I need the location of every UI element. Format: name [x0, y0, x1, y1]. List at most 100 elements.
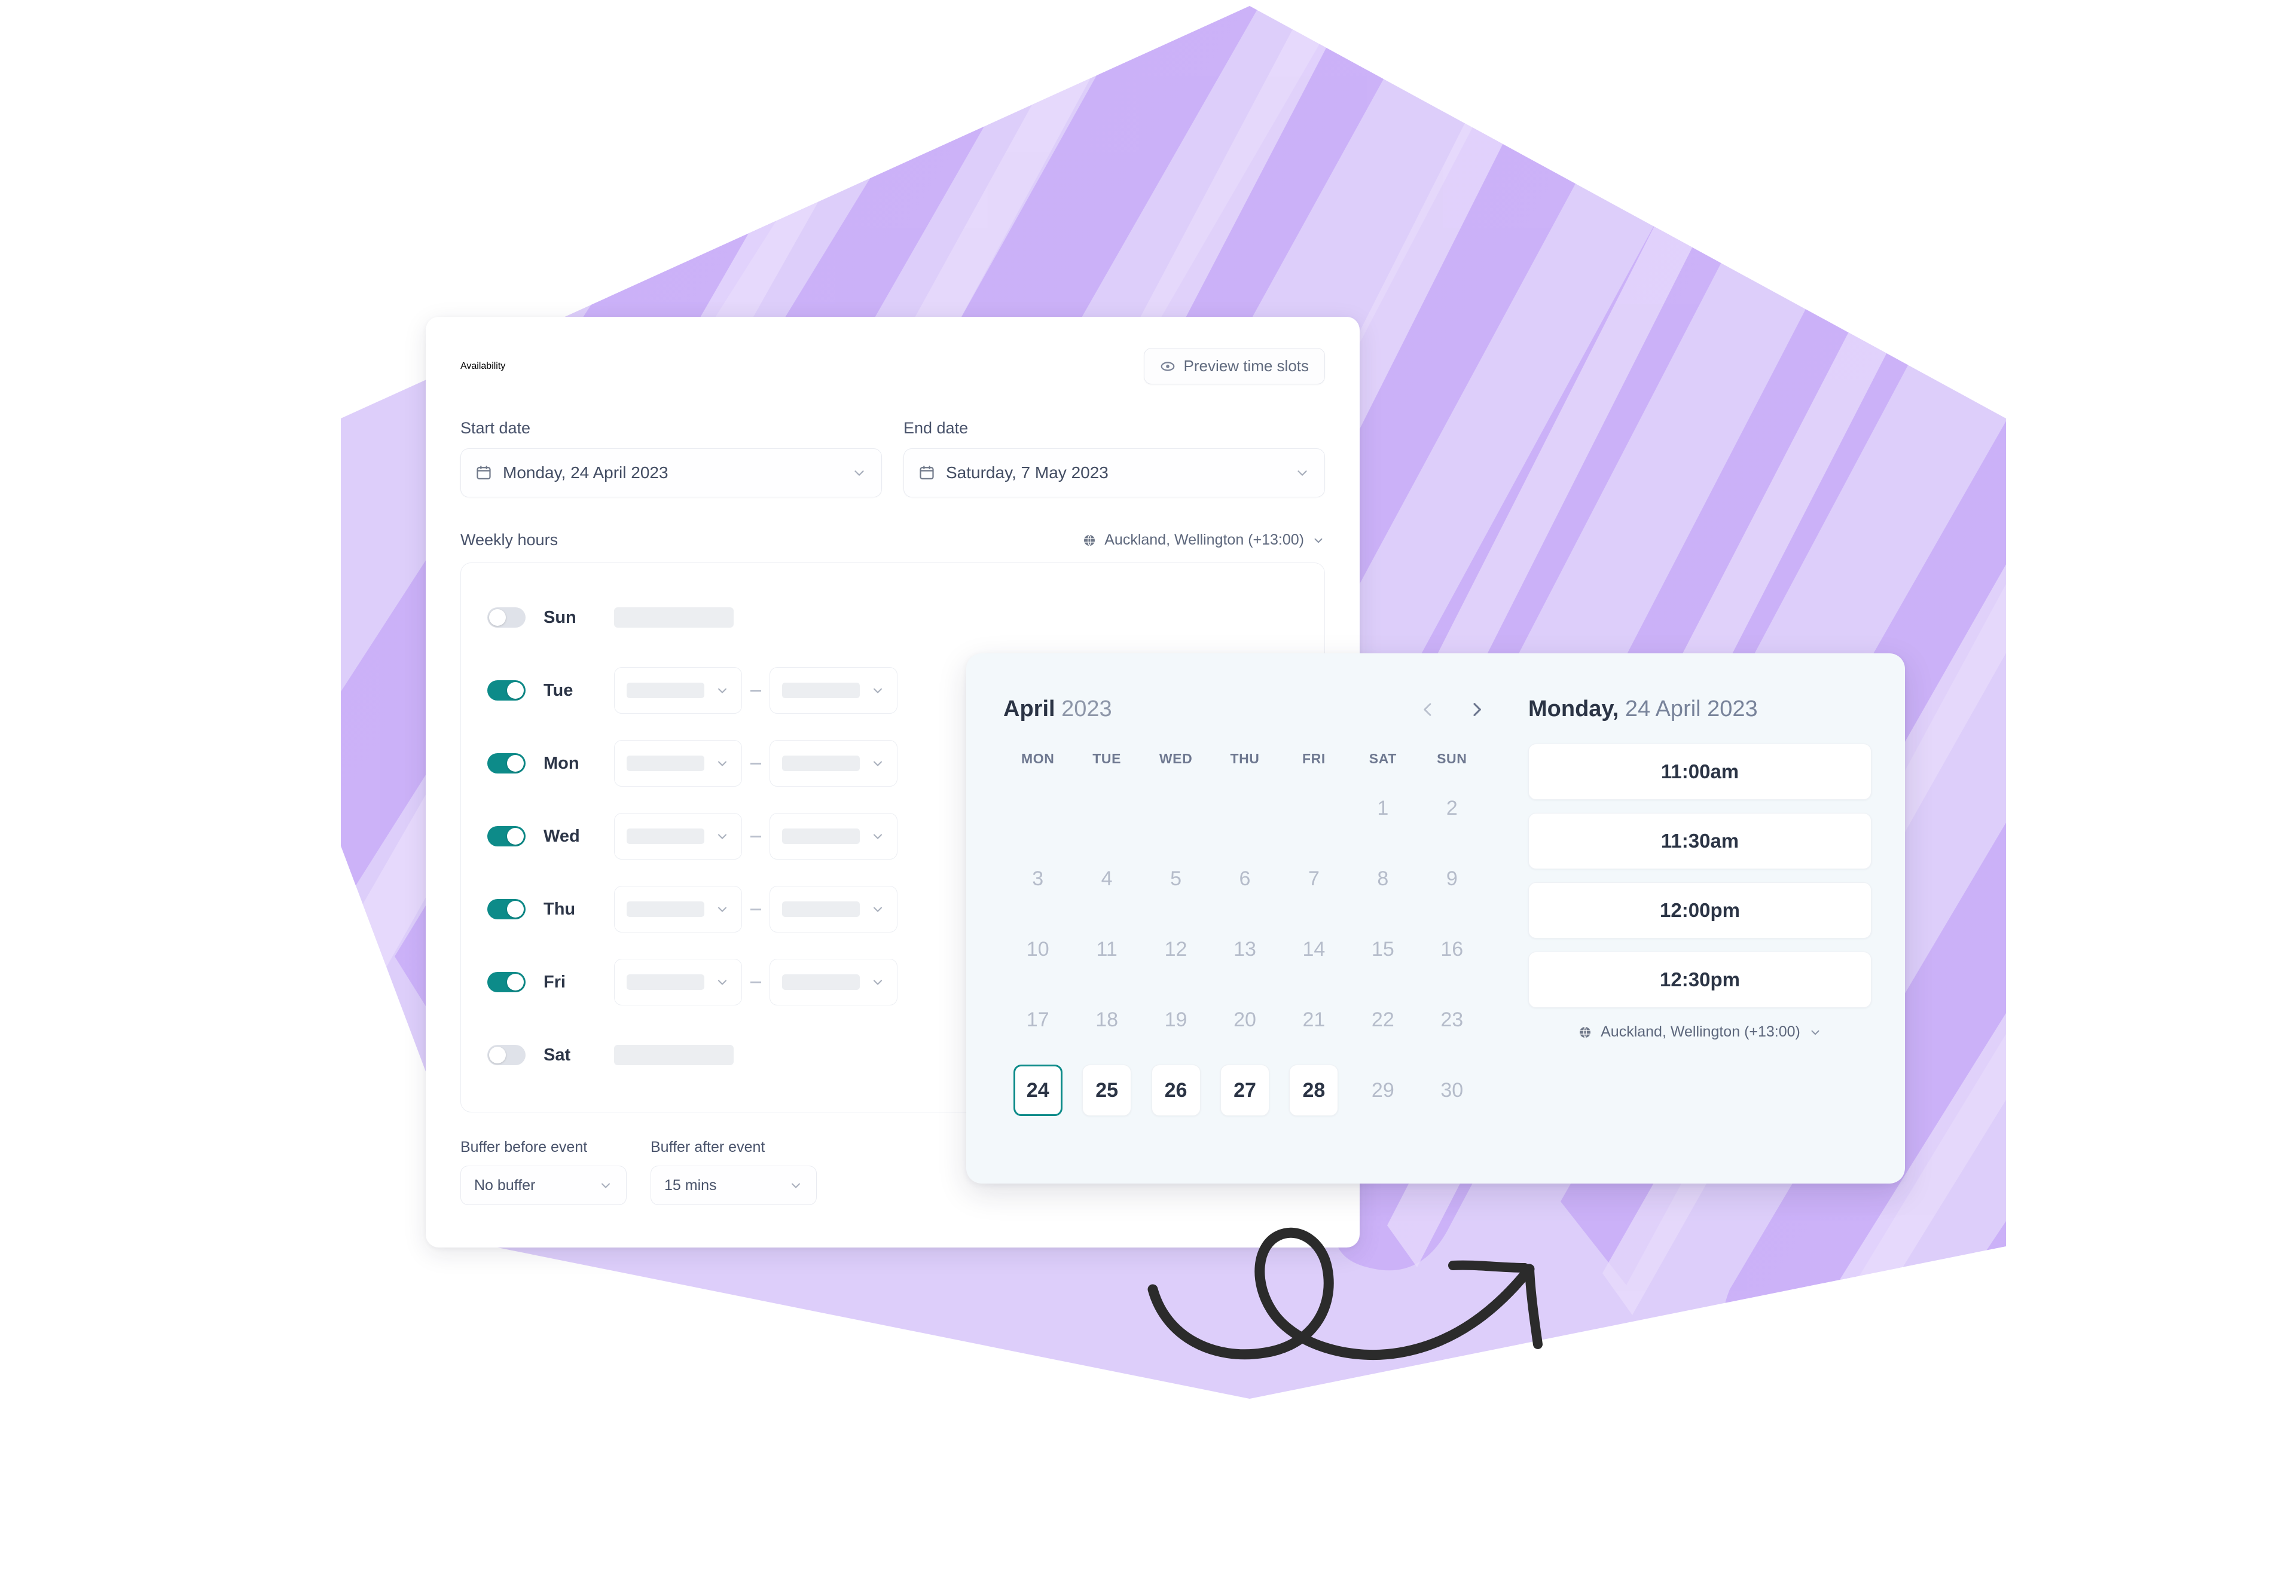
chevron-down-icon	[789, 1178, 803, 1193]
timezone-label: Auckland, Wellington (+13:00)	[1104, 531, 1304, 548]
calendar-weekday: MON	[1021, 751, 1055, 766]
calendar-nav	[1418, 700, 1486, 719]
day-toggle-tue[interactable]	[487, 680, 526, 701]
chevron-down-icon	[871, 756, 885, 771]
end-time-placeholder	[782, 828, 860, 844]
day-row: Tue	[487, 654, 1298, 727]
end-time-select[interactable]	[770, 813, 897, 860]
calendar-day-27[interactable]: 27	[1210, 1055, 1279, 1126]
calendar-day-20: 20	[1234, 1008, 1256, 1031]
buffer-after-label: Buffer after event	[651, 1139, 765, 1155]
chevron-right-icon[interactable]	[1467, 700, 1486, 719]
calendar-day-26[interactable]: 26	[1141, 1055, 1210, 1126]
popup-timezone-selector[interactable]: Auckland, Wellington (+13:00)	[1528, 1023, 1871, 1041]
start-time-select[interactable]	[614, 740, 742, 787]
calendar-weekday: THU	[1230, 751, 1260, 766]
end-time-select[interactable]	[770, 667, 897, 714]
buffer-before-select[interactable]: No buffer	[460, 1166, 627, 1205]
time-slot-button[interactable]: 11:30am	[1528, 813, 1871, 869]
calendar-day-28[interactable]: 28	[1280, 1055, 1348, 1126]
globe-icon	[1578, 1025, 1592, 1039]
preview-time-slots-button[interactable]: Preview time slots	[1143, 348, 1325, 384]
calendar-day-25[interactable]: 25	[1072, 1055, 1141, 1126]
end-time-placeholder	[782, 683, 860, 698]
calendar-day-9: 9	[1446, 867, 1458, 890]
calendar-month-year: April 2023	[1003, 696, 1112, 721]
chevron-down-icon	[715, 756, 729, 771]
day-toggle-sat[interactable]	[487, 1045, 526, 1065]
time-slot-list: 11:00am 11:30am 12:00pm 12:30pm	[1528, 744, 1871, 1008]
day-toggle-thu[interactable]	[487, 899, 526, 919]
start-time-select[interactable]	[614, 959, 742, 1005]
chevron-down-icon	[871, 902, 885, 916]
unavailable-placeholder	[614, 607, 734, 628]
day-label: Sat	[544, 1045, 571, 1065]
calendar-day-18: 18	[1095, 1008, 1119, 1031]
calendar-day-24[interactable]: 24	[1003, 1055, 1072, 1126]
start-date-select[interactable]: Monday, 24 April 2023	[460, 448, 882, 497]
calendar-day-19: 19	[1164, 1008, 1187, 1031]
calendar-day-blank	[1003, 773, 1072, 843]
calendar-day-blank	[1280, 773, 1348, 843]
calendar-weekday: WED	[1159, 751, 1193, 766]
time-slot-button[interactable]: 11:00am	[1528, 744, 1871, 800]
calendar-day-blank	[1141, 773, 1210, 843]
start-time-select[interactable]	[614, 667, 742, 714]
date-range-fields: Start date Monday, 24 April 2023	[460, 419, 1325, 497]
buffer-before-label: Buffer before event	[460, 1139, 588, 1155]
buffer-before-field: Buffer before event No buffer	[460, 1139, 627, 1205]
start-time-placeholder	[627, 756, 704, 771]
day-toggle-wed[interactable]	[487, 826, 526, 846]
end-time-placeholder	[782, 974, 860, 990]
start-date-field: Start date Monday, 24 April 2023	[460, 419, 882, 497]
start-time-select[interactable]	[614, 886, 742, 932]
day-row: Mon	[487, 727, 1298, 800]
calendar-day-blank	[1210, 773, 1279, 843]
calendar-header: April 2023	[1003, 696, 1486, 722]
day-label: Thu	[544, 899, 576, 919]
calendar-weekday: TUE	[1092, 751, 1122, 766]
end-date-select[interactable]: Saturday, 7 May 2023	[903, 448, 1325, 497]
day-toggle-sun[interactable]	[487, 607, 526, 628]
preview-button-label: Preview time slots	[1183, 357, 1309, 375]
start-time-placeholder	[627, 828, 704, 844]
day-toggle-fri[interactable]	[487, 972, 526, 992]
end-date-label: End date	[903, 419, 969, 437]
time-slot-button[interactable]: 12:30pm	[1528, 952, 1871, 1008]
calendar-day-10: 10	[1026, 937, 1049, 961]
start-time-placeholder	[627, 901, 704, 917]
selected-date-heading: Monday, 24 April 2023	[1528, 696, 1758, 721]
calendar-icon	[918, 464, 935, 481]
day-label: Wed	[544, 826, 580, 846]
chevron-down-icon	[1294, 465, 1310, 481]
calendar-day-1: 1	[1377, 796, 1389, 820]
end-time-placeholder	[782, 901, 860, 917]
calendar-weekday-row: MON TUE WED THU FRI SAT SUN	[1003, 751, 1486, 767]
time-slot-button[interactable]: 12:00pm	[1528, 882, 1871, 938]
buffer-after-select[interactable]: 15 mins	[651, 1166, 817, 1205]
end-time-select[interactable]	[770, 886, 897, 932]
buffer-before-value: No buffer	[474, 1176, 536, 1194]
end-time-select[interactable]	[770, 959, 897, 1005]
end-time-select[interactable]	[770, 740, 897, 787]
calendar-day-17: 17	[1026, 1008, 1049, 1031]
calendar-day-23: 23	[1440, 1008, 1464, 1031]
time-range-dash	[750, 762, 761, 765]
timezone-selector[interactable]: Auckland, Wellington (+13:00)	[1082, 531, 1325, 549]
calendar-day-6: 6	[1239, 867, 1251, 890]
end-date-value: Saturday, 7 May 2023	[946, 463, 1109, 482]
buffer-after-value: 15 mins	[664, 1176, 717, 1194]
calendar-day-4: 4	[1101, 867, 1113, 890]
calendar-day-blank	[1072, 773, 1141, 843]
day-toggle-mon[interactable]	[487, 753, 526, 773]
chevron-left-icon[interactable]	[1418, 700, 1437, 719]
calendar-day-22: 22	[1371, 1008, 1394, 1031]
day-row: Thu	[487, 873, 1298, 946]
chevron-down-icon	[1312, 534, 1325, 547]
day-row: Fri	[487, 946, 1298, 1019]
calendar-weekday: SAT	[1369, 751, 1397, 766]
start-time-select[interactable]	[614, 813, 742, 860]
start-date-value: Monday, 24 April 2023	[503, 463, 668, 482]
calendar-day-14: 14	[1302, 937, 1326, 961]
